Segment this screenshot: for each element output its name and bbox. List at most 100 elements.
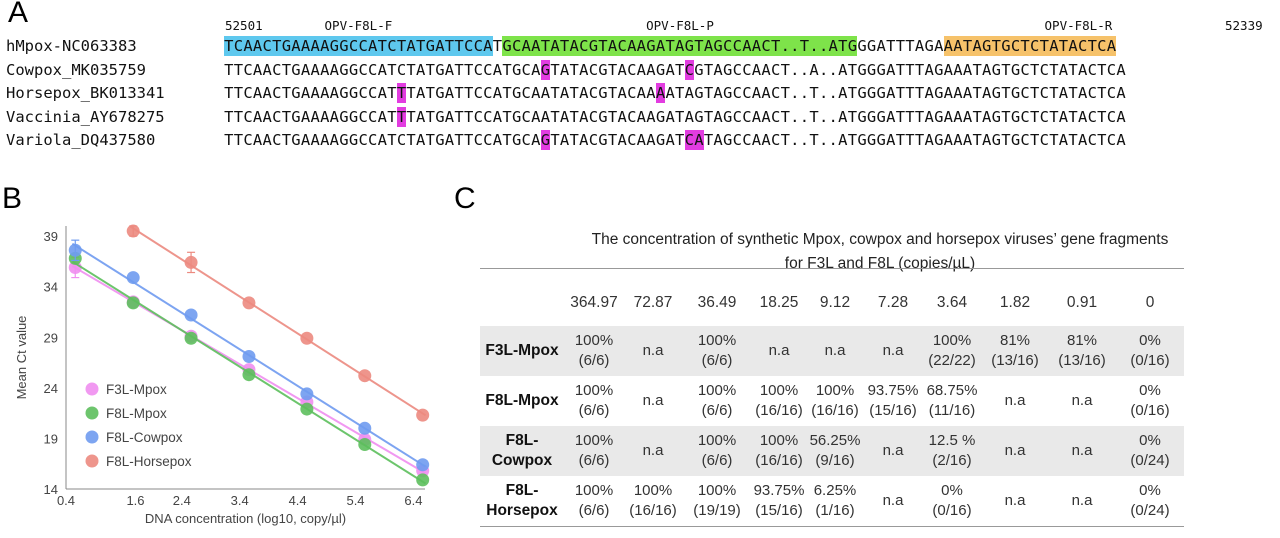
x-tick-label: 5.4	[346, 493, 364, 508]
table-cell: 100% (19/19)	[682, 476, 752, 526]
legend-entry: F8L-Cowpox	[106, 430, 183, 445]
sequence-row: TCAACTGAAAAGGCCATCTATGATTCCATGCAATATACGT…	[224, 36, 1117, 56]
row-label-line: F8L-	[505, 432, 539, 449]
panel-a: A 52501 52339 OPV-F8L-F OPV-F8L-P OPV-F8L-…	[0, 0, 1280, 165]
cell-percentage: 0%	[941, 482, 963, 499]
table-cell: n.a	[982, 376, 1048, 426]
concentration-header: 3.64	[936, 294, 968, 311]
cell-percentage: n.a	[882, 492, 904, 509]
table-cell: 100% (6/6)	[564, 376, 624, 426]
cell-fraction: (16/16)	[629, 502, 677, 519]
cell-fraction: (6/6)	[578, 502, 610, 519]
cell-percentage: n.a	[642, 442, 664, 459]
table-cell: 93.75% (15/16)	[864, 376, 922, 426]
primer-region-label: OPV-F8L-P	[646, 18, 714, 33]
cell-percentage: 93.75%	[753, 482, 805, 499]
table-cell: 100% (6/6)	[682, 326, 752, 376]
table-row-shade	[480, 426, 1184, 476]
concentration-header: 0	[1145, 294, 1155, 311]
x-tick-label: 0.4	[57, 493, 75, 508]
table-cell: 100% (6/6)	[564, 426, 624, 476]
table-cell: 0% (0/24)	[1116, 426, 1184, 476]
alignment-end-position: 52339	[1225, 18, 1263, 33]
data-point	[242, 349, 256, 363]
cell-fraction: (19/19)	[693, 502, 741, 519]
sequence-name: Variola_DQ437580	[6, 131, 156, 149]
row-label-line: Cowpox	[491, 452, 553, 469]
data-point	[358, 369, 372, 383]
table-cell: 100% (16/16)	[752, 426, 806, 476]
data-point	[184, 308, 198, 322]
cell-percentage: 100%	[574, 482, 614, 499]
concentration-header: 72.87	[633, 294, 673, 311]
legend-entry: F3L-Mpox	[106, 382, 167, 397]
y-tick-label: 19	[44, 431, 58, 446]
table-cell: 81% (13/16)	[1048, 326, 1116, 376]
cell-percentage: n.a	[1071, 442, 1093, 459]
cell-percentage: n.a	[642, 392, 664, 409]
cell-percentage: 56.25%	[809, 432, 861, 449]
table-cell: 93.75% (15/16)	[752, 476, 806, 526]
table-cell: 81% (13/16)	[982, 326, 1048, 376]
cell-percentage: 100%	[932, 332, 972, 349]
cell-fraction: (6/6)	[701, 452, 733, 469]
cell-percentage: 100%	[697, 432, 737, 449]
x-axis-label: DNA concentration (log10, copy/µl)	[145, 511, 346, 526]
table-cell: 100% (16/16)	[624, 476, 682, 526]
table-cell: n.a	[752, 326, 806, 376]
panel-b: B 0.4 1.6 2.4 3.4 4.4 5.4 6.4 14 19 24 29 34 39 DNA c…	[0, 176, 450, 533]
cell-fraction: (13/16)	[1058, 352, 1106, 369]
cell-fraction: (16/16)	[755, 452, 803, 469]
sequence-name: Cowpox_MK035759	[6, 60, 146, 79]
cell-percentage: 100%	[815, 382, 855, 399]
y-tick-label: 24	[44, 381, 58, 396]
cell-fraction: (22/22)	[928, 352, 976, 369]
cell-percentage: n.a	[882, 342, 904, 359]
data-point	[126, 296, 140, 310]
table-cell: n.a	[864, 426, 922, 476]
y-tick-label: 34	[44, 280, 58, 295]
x-tick-label: 1.6	[126, 493, 144, 508]
cell-percentage: n.a	[642, 342, 664, 359]
data-point	[300, 402, 314, 416]
cell-percentage: 12.5 %	[928, 432, 976, 449]
row-label-line: F3L-Mpox	[485, 342, 559, 359]
table-row-label: F3L-Mpox	[480, 326, 564, 376]
data-point	[242, 296, 256, 310]
data-point	[242, 368, 256, 382]
legend-marker	[85, 454, 99, 468]
cell-fraction: (16/16)	[755, 402, 803, 419]
cell-fraction: (6/6)	[701, 352, 733, 369]
data-point	[184, 331, 198, 345]
cell-percentage: 100%	[697, 482, 737, 499]
cell-fraction: (0/16)	[932, 502, 972, 519]
cell-fraction: (6/6)	[578, 402, 610, 419]
cell-fraction: (1/16)	[815, 502, 855, 519]
table-title-line-2: for F3L and F8L (copies/µL)	[784, 255, 976, 272]
cell-percentage: 100%	[574, 332, 614, 349]
table-cell: n.a	[982, 476, 1048, 526]
concentration-header: 36.49	[697, 294, 737, 311]
cell-fraction: (6/6)	[578, 452, 610, 469]
table-cell: 100% (16/16)	[752, 376, 806, 426]
cell-percentage: 93.75%	[867, 382, 919, 399]
table-cell: n.a	[806, 326, 864, 376]
data-point	[416, 408, 430, 422]
cell-percentage: 100%	[574, 432, 614, 449]
data-point	[126, 224, 140, 238]
concentration-header: 0.91	[1066, 294, 1098, 311]
alignment-start-position: 52501	[225, 18, 263, 33]
cell-fraction: (13/16)	[991, 352, 1039, 369]
y-tick-label: 29	[44, 330, 58, 345]
cell-fraction: (11/16)	[928, 402, 976, 419]
cell-percentage: n.a	[1071, 392, 1093, 409]
cell-fraction: (15/16)	[869, 402, 917, 419]
sequence-row: TTCAACTGAAAAGGCCATCTATGATTCCATGCAGTATACG…	[224, 59, 1126, 80]
table-cell: 6.25% (1/16)	[806, 476, 864, 526]
table-cell: n.a	[624, 326, 682, 376]
panel-c: C The concentration of synthetic Mpox, c…	[450, 176, 1280, 533]
table-cell: n.a	[864, 326, 922, 376]
ct-standard-curve-chart: 0.4 1.6 2.4 3.4 4.4 5.4 6.4 14 19 24 29 34 39 DNA con…	[14, 224, 430, 526]
cell-fraction: (0/16)	[1130, 402, 1170, 419]
cell-percentage: 100%	[697, 382, 737, 399]
